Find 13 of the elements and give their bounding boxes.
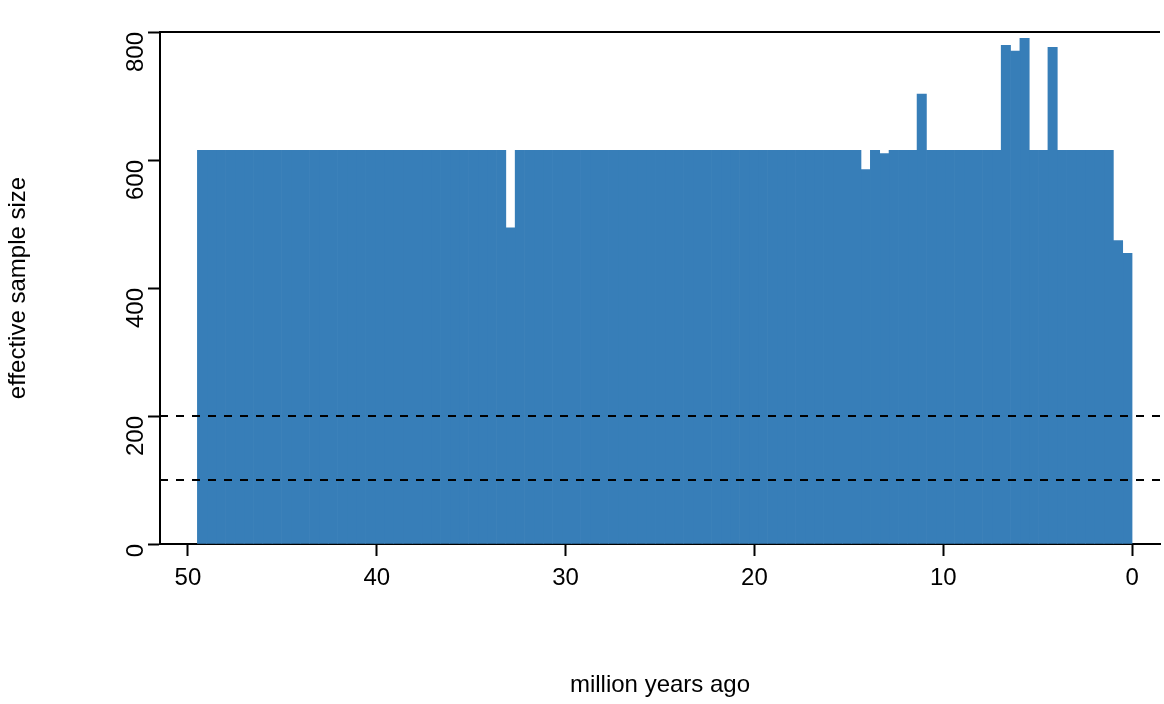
x-tick-label: 40 (363, 563, 391, 591)
x-tick-label: 10 (929, 563, 957, 591)
y-tick-label: 400 (120, 288, 148, 329)
x-tick-label: 30 (552, 563, 579, 591)
x-tick-label: 20 (741, 563, 768, 591)
y-tick-label: 600 (120, 160, 148, 201)
x-axis-title: million years ago (569, 670, 751, 698)
y-tick-label: 200 (120, 416, 148, 457)
y-axis-title: effective sample size (3, 176, 31, 400)
x-tick-label: 0 (1125, 563, 1139, 591)
y-tick-label: 800 (120, 32, 148, 73)
x-tick-label: 50 (174, 563, 202, 591)
y-tick-label: 0 (120, 544, 148, 558)
